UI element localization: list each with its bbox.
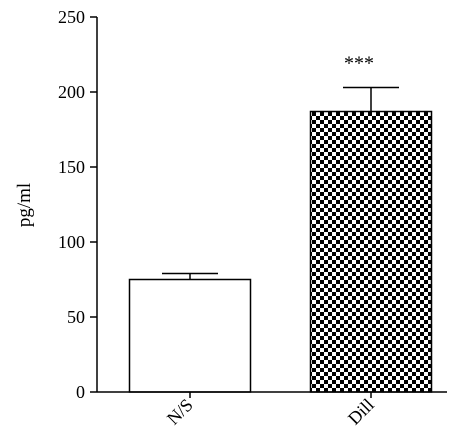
bars-group: *** (128, 53, 433, 393)
y-tick-label: 250 (58, 7, 85, 27)
y-axis: 0 50 100 150 200 250 (58, 7, 98, 402)
significance-label: *** (344, 53, 374, 75)
bar-n-s (128, 278, 252, 393)
y-tick-label: 0 (76, 382, 85, 402)
x-tick-label: Dill (344, 395, 378, 429)
y-tick-label: 100 (58, 232, 85, 252)
y-tick-label: 200 (58, 82, 85, 102)
bar-dill (309, 110, 433, 393)
y-axis-label: pg/ml (14, 183, 35, 227)
x-axis: N/S Dill (97, 391, 447, 429)
y-tick-label: 150 (58, 157, 85, 177)
y-tick-label: 50 (67, 307, 85, 327)
x-tick-label: N/S (163, 395, 197, 429)
